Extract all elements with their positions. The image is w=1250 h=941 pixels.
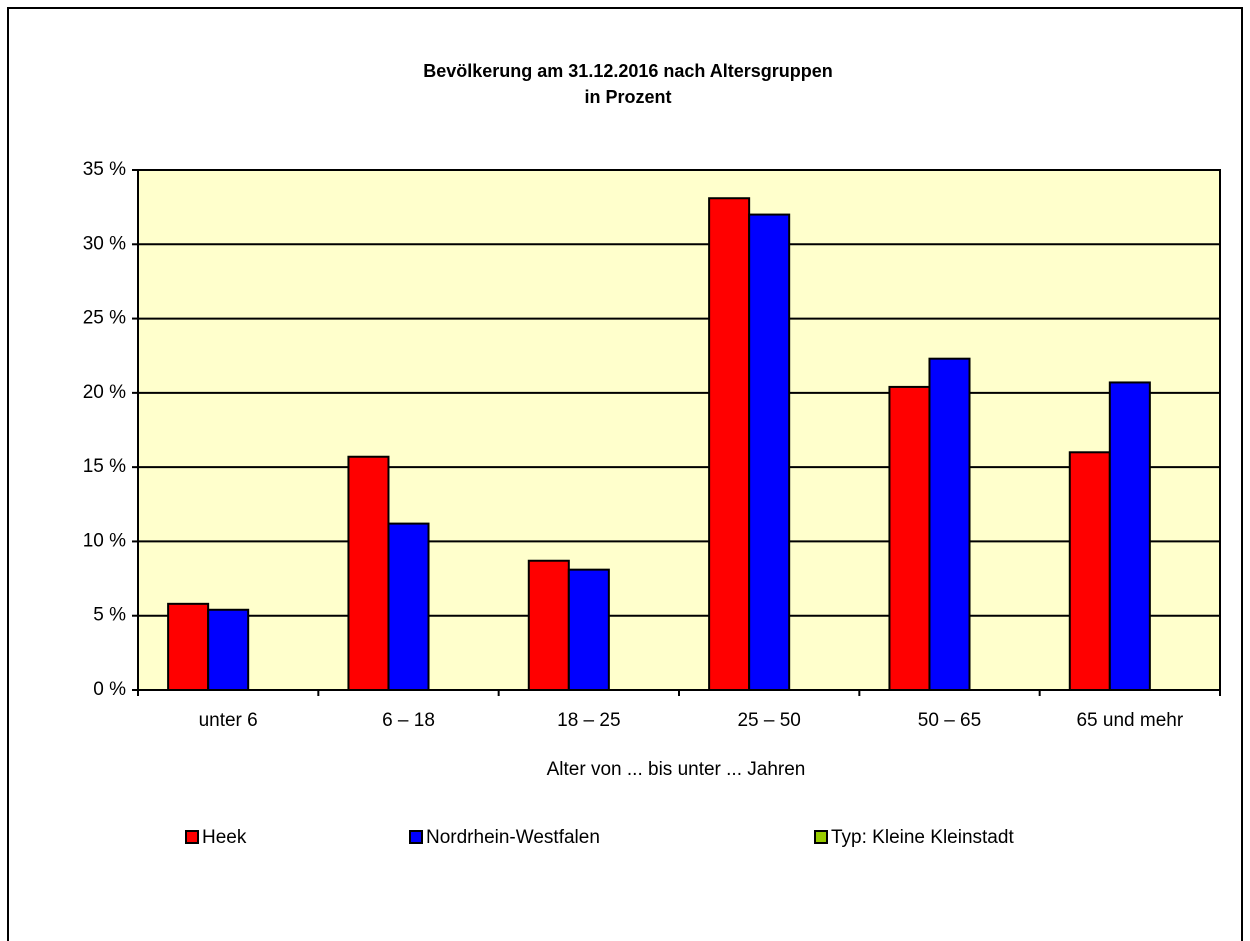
x-tick-label: unter 6 — [199, 710, 258, 731]
plot-border — [137, 169, 1221, 691]
chart-subtitle: in Prozent — [584, 87, 671, 107]
y-tick-label: 0 % — [93, 679, 126, 700]
y-tick-label: 20 % — [83, 382, 126, 403]
legend-label: Typ: Kleine Kleinstadt — [831, 827, 1014, 848]
bar — [1068, 451, 1111, 691]
x-tick-label: 25 – 50 — [737, 710, 800, 731]
bar — [1108, 381, 1151, 691]
x-axis-label: Alter von ... bis unter ... Jahren — [547, 759, 806, 780]
legend-label: Nordrhein-Westfalen — [426, 827, 600, 848]
legend-swatch — [185, 830, 199, 844]
y-tick-label: 30 % — [83, 233, 126, 254]
bar — [167, 602, 210, 691]
y-tick-label: 15 % — [83, 456, 126, 477]
legend-swatch — [409, 830, 423, 844]
y-tick-label: 25 % — [83, 308, 126, 329]
bar — [888, 385, 931, 691]
bar — [387, 522, 430, 691]
bar — [748, 213, 791, 691]
x-tick-label: 6 – 18 — [382, 710, 435, 731]
x-tick-label: 18 – 25 — [557, 710, 620, 731]
bar — [567, 568, 610, 692]
y-tick-label: 35 % — [83, 159, 126, 180]
bar — [928, 357, 971, 691]
bar — [527, 559, 570, 691]
x-tick-label: 65 und mehr — [1076, 710, 1183, 731]
y-tick-label: 10 % — [83, 530, 126, 551]
chart-title: Bevölkerung am 31.12.2016 nach Altersgru… — [423, 61, 833, 81]
x-tick-label: 50 – 65 — [918, 710, 981, 731]
legend-swatch — [814, 830, 828, 844]
legend-label: Heek — [202, 827, 247, 848]
plot-area — [138, 170, 1220, 690]
bar — [347, 455, 390, 691]
bar — [207, 608, 250, 691]
y-tick-label: 5 % — [93, 605, 126, 626]
bar — [708, 197, 751, 691]
